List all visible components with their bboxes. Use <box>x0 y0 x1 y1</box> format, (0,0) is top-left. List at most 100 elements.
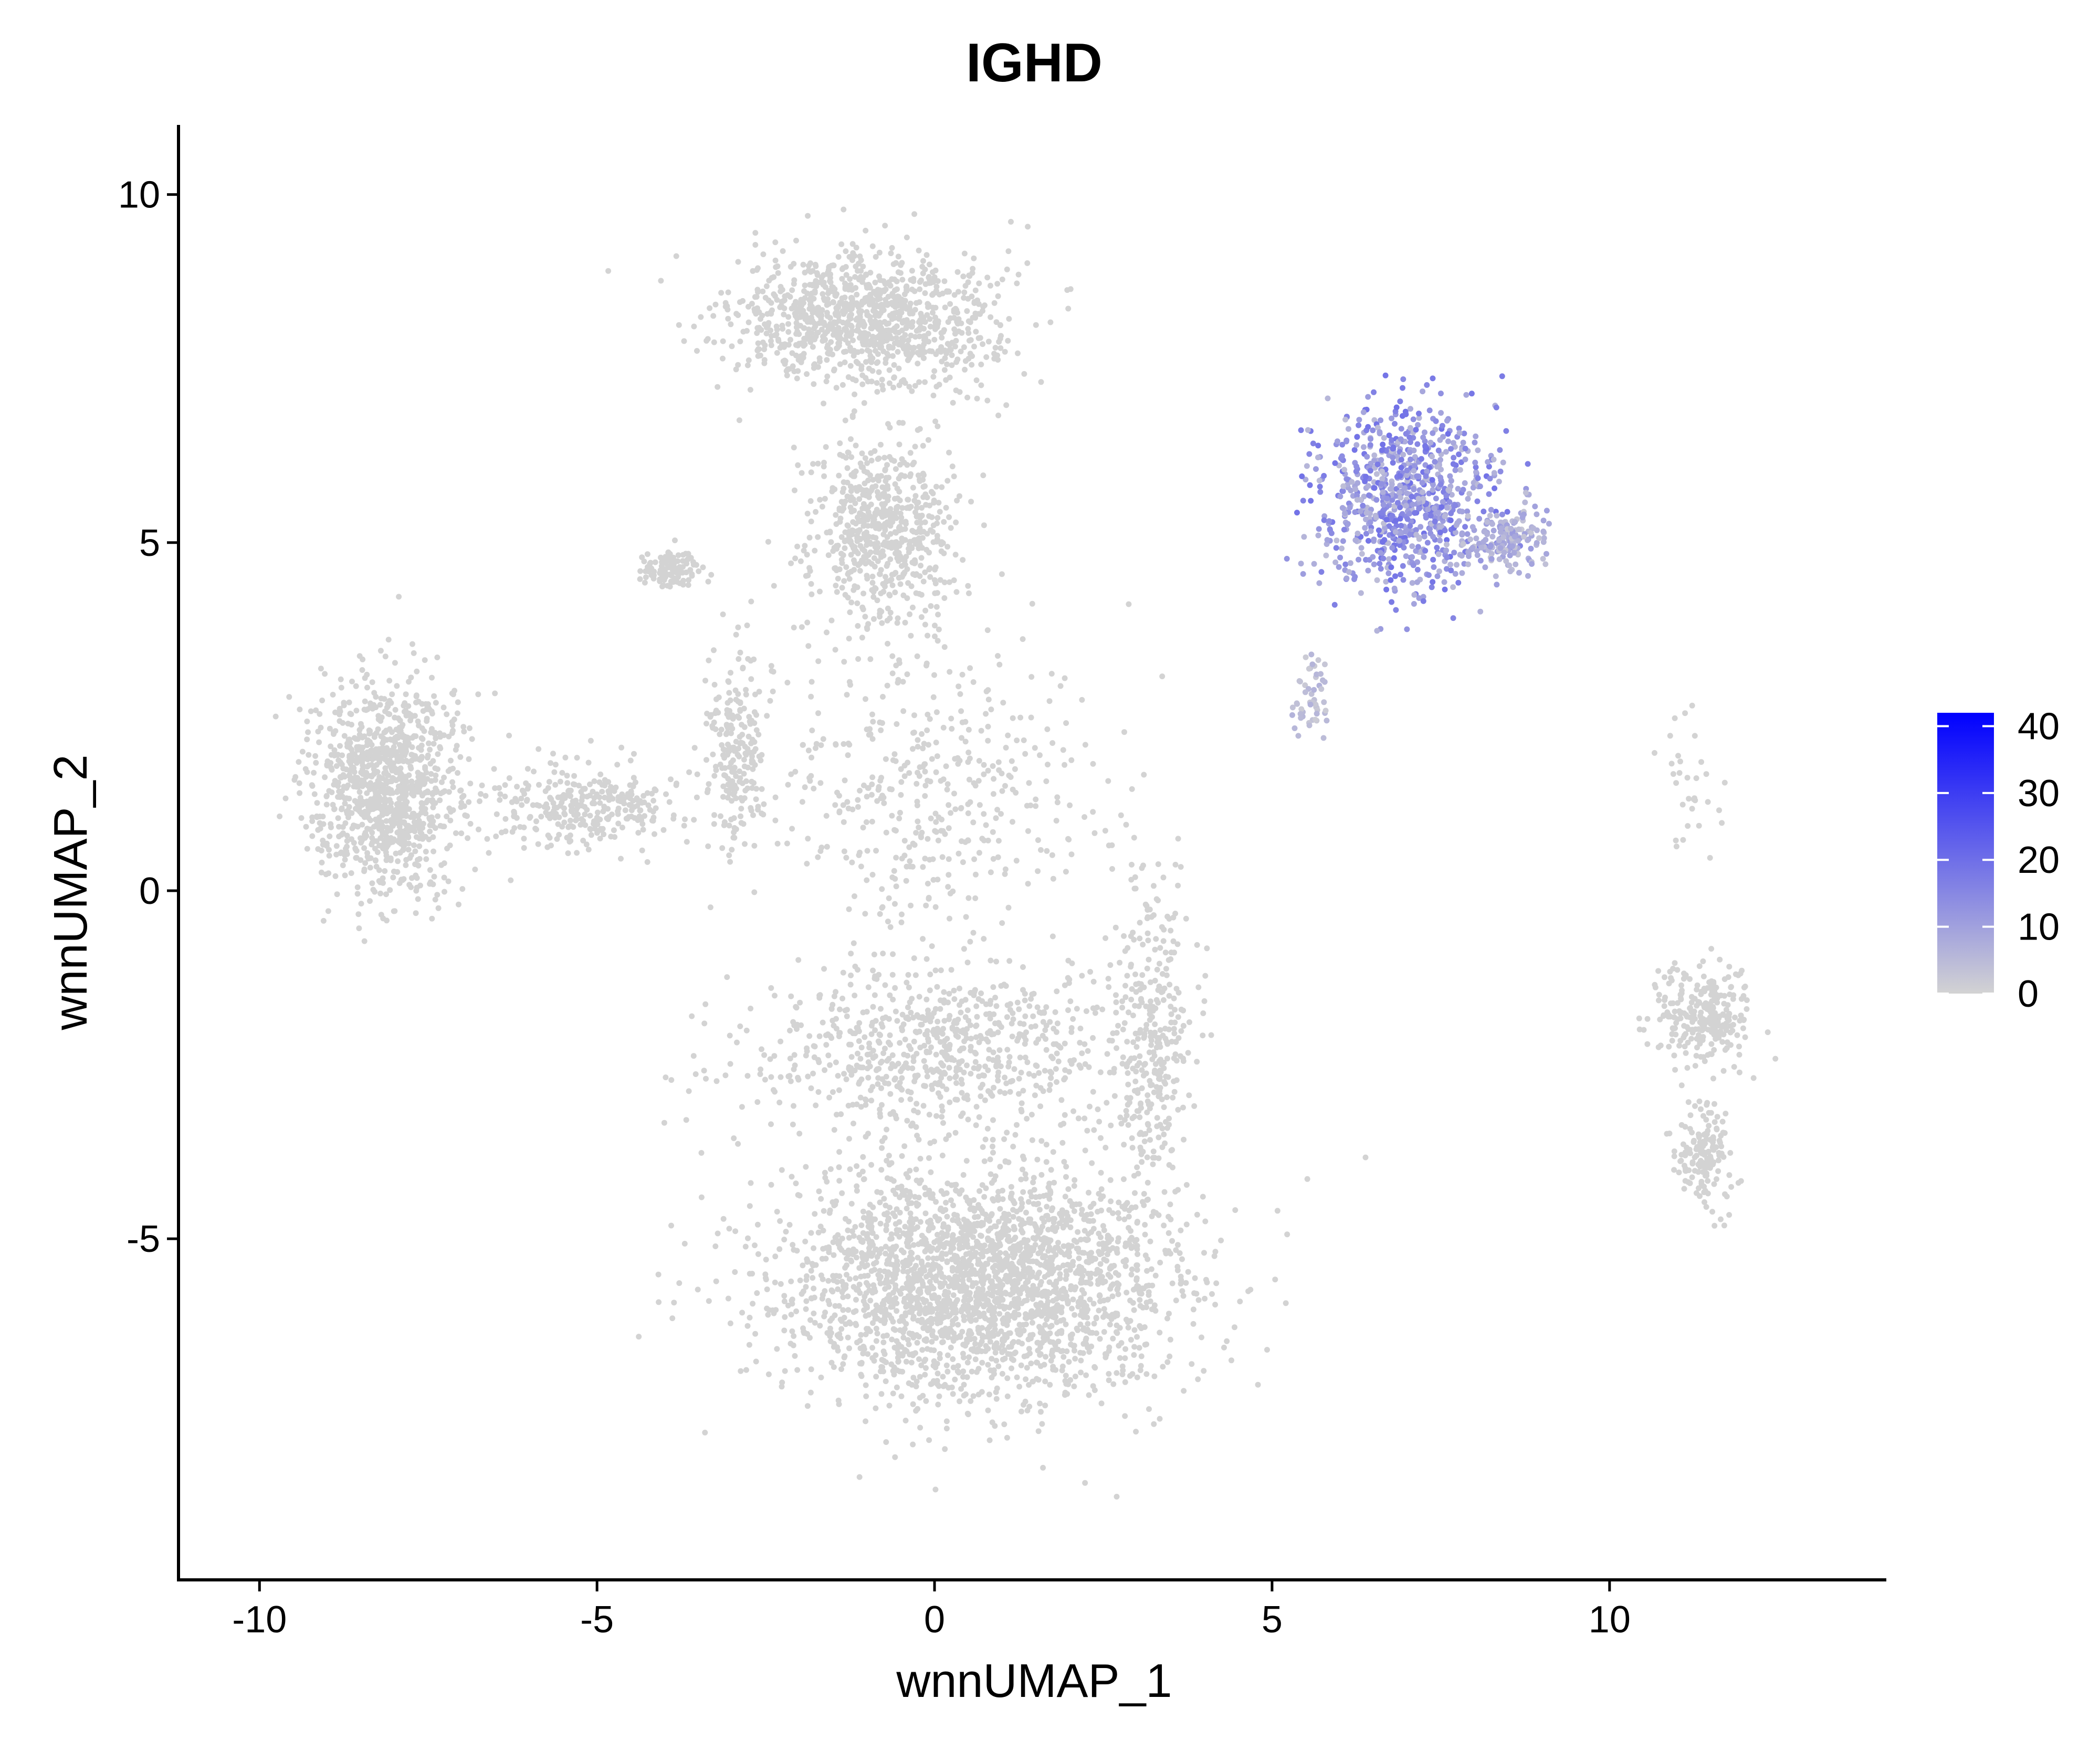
data-point <box>865 523 871 529</box>
data-point <box>804 314 810 321</box>
data-point <box>789 826 795 832</box>
data-point <box>851 408 857 414</box>
data-point <box>841 479 847 486</box>
data-point <box>424 706 430 712</box>
data-point <box>785 321 791 327</box>
data-point <box>309 833 316 839</box>
data-point <box>414 875 420 881</box>
data-point <box>1001 1421 1007 1428</box>
data-point <box>788 263 794 270</box>
data-point <box>956 289 961 295</box>
data-point <box>858 464 865 470</box>
data-point <box>805 836 811 842</box>
data-point <box>768 663 774 669</box>
data-point <box>395 858 401 864</box>
data-point <box>827 271 834 278</box>
data-point <box>853 263 859 270</box>
data-point <box>408 790 415 797</box>
data-point <box>917 352 923 358</box>
data-point <box>883 360 889 366</box>
data-point <box>852 500 858 507</box>
data-point <box>874 507 880 513</box>
data-point <box>793 352 799 358</box>
data-point <box>953 589 960 595</box>
data-point <box>839 585 845 591</box>
data-point <box>946 802 952 808</box>
data-point <box>389 691 395 698</box>
data-point <box>524 766 531 772</box>
data-point <box>338 676 344 682</box>
data-point <box>645 568 652 575</box>
data-point <box>846 287 852 293</box>
data-point <box>891 751 898 757</box>
data-point <box>446 733 452 740</box>
data-point <box>922 569 928 575</box>
data-point <box>964 394 971 400</box>
data-point <box>886 1153 892 1159</box>
data-point <box>838 1366 844 1372</box>
data-point <box>804 619 811 626</box>
data-point <box>441 860 447 867</box>
data-point <box>1003 745 1009 751</box>
data-point <box>392 739 398 745</box>
data-point <box>437 822 444 829</box>
data-point <box>919 505 925 511</box>
data-point <box>878 304 884 310</box>
data-point <box>536 746 542 752</box>
data-point <box>819 307 825 313</box>
data-point <box>889 786 895 793</box>
data-point <box>432 825 438 831</box>
data-point <box>946 825 952 831</box>
data-point <box>890 353 896 359</box>
data-point <box>978 727 984 734</box>
data-point <box>804 371 810 377</box>
data-point <box>432 730 438 736</box>
data-point <box>442 889 447 895</box>
data-point <box>817 279 823 286</box>
data-point <box>921 1268 928 1274</box>
data-point <box>428 771 434 777</box>
data-point <box>523 780 529 786</box>
data-point <box>1013 789 1019 796</box>
data-point <box>381 770 387 776</box>
data-point <box>337 743 343 749</box>
data-point <box>971 856 978 862</box>
data-point <box>845 1307 852 1313</box>
data-point <box>801 343 807 349</box>
data-point <box>847 609 853 615</box>
data-point <box>1063 720 1069 726</box>
data-point <box>732 1228 739 1234</box>
data-point <box>768 342 774 349</box>
data-point <box>812 1211 818 1217</box>
data-point <box>847 1166 853 1173</box>
data-point <box>864 848 870 854</box>
data-point <box>922 1210 929 1217</box>
data-point <box>602 777 608 783</box>
data-point <box>1167 1353 1173 1359</box>
data-point <box>780 358 786 364</box>
data-point <box>857 787 863 794</box>
data-point <box>947 374 953 381</box>
data-point <box>385 711 391 717</box>
data-point <box>926 275 932 281</box>
data-point <box>1098 1169 1104 1176</box>
data-point <box>735 698 741 704</box>
data-point <box>723 722 730 728</box>
data-point <box>402 842 408 848</box>
data-point <box>911 560 918 566</box>
data-point <box>904 863 910 870</box>
data-point <box>879 501 885 507</box>
data-point <box>729 769 735 775</box>
data-point <box>1033 803 1039 809</box>
data-point <box>859 450 865 457</box>
data-point <box>965 583 971 589</box>
data-point <box>889 291 896 297</box>
data-point <box>911 842 918 848</box>
data-point <box>355 911 362 917</box>
data-point <box>927 778 933 785</box>
data-point <box>737 707 743 713</box>
data-point <box>1037 1207 1043 1213</box>
data-point <box>746 319 752 325</box>
data-point <box>831 299 836 305</box>
data-point <box>878 552 884 558</box>
